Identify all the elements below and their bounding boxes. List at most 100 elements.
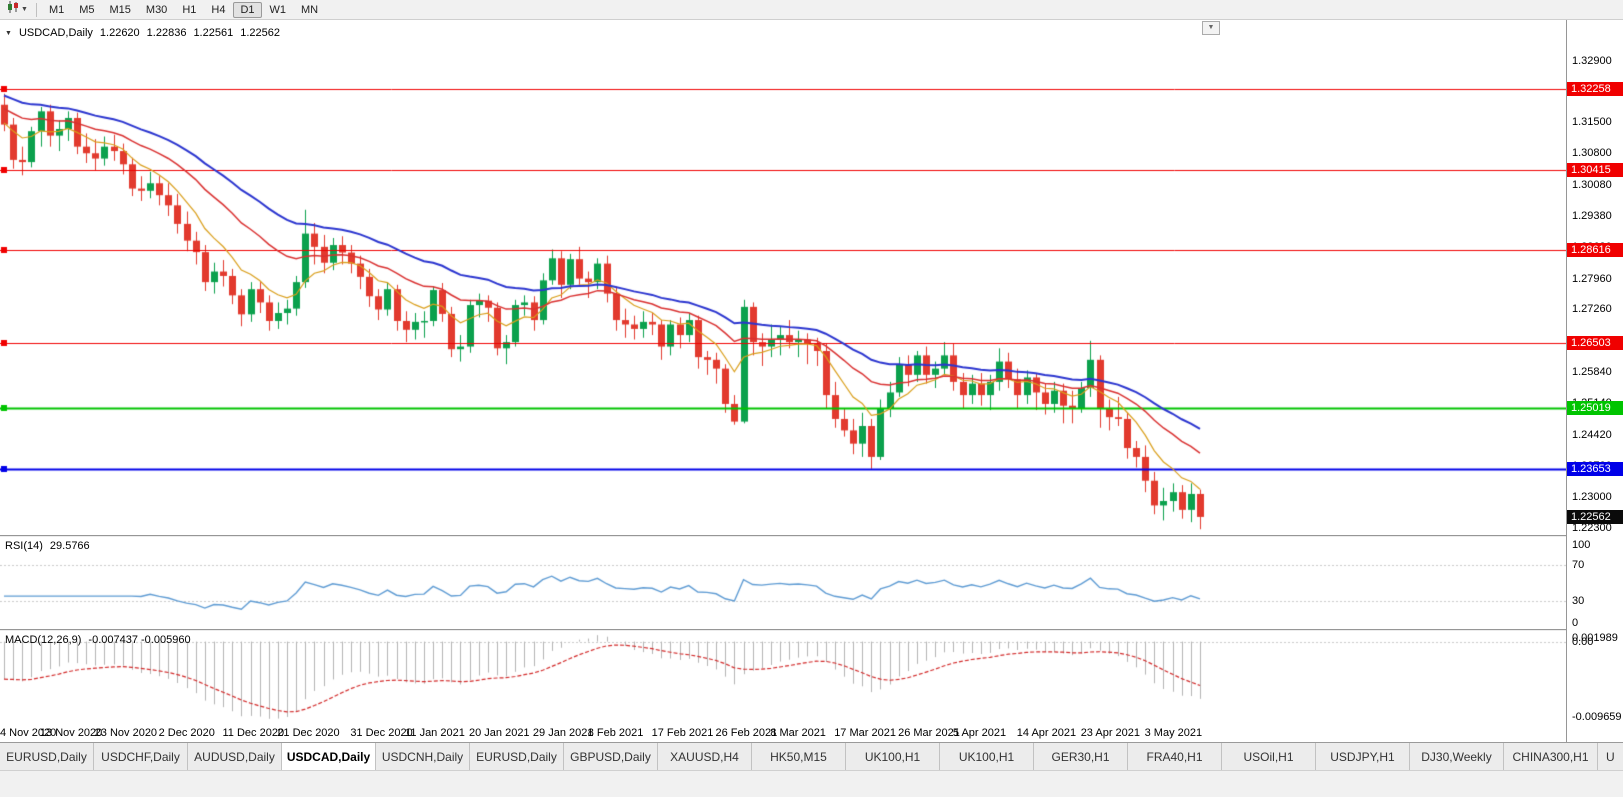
price-tick: 1.30800 [1572, 147, 1612, 160]
chart-tab-usdcnh-daily[interactable]: USDCNH,Daily [376, 743, 470, 770]
chart-plots: ▼ USDCAD,Daily 1.22620 1.22836 1.22561 1… [0, 20, 1566, 742]
one-click-trading-toggle-icon[interactable]: ▼ [5, 29, 12, 37]
time-axis-label: 11 Dec 2020 [222, 727, 285, 739]
chart-tab-fra40-h1[interactable]: FRA40,H1 [1128, 743, 1222, 770]
timeframe-button-h4[interactable]: H4 [211, 3, 226, 16]
price-tick: 1.29380 [1572, 209, 1612, 222]
timeframe-button-d1[interactable]: D1 [233, 1, 262, 18]
price-tick: 1.30080 [1572, 179, 1612, 192]
time-axis-label: 8 Feb 2021 [587, 727, 644, 739]
macd-indicator-values: -0.007437 -0.005960 [88, 634, 191, 646]
time-axis[interactable]: 4 Nov 2020 13 Nov 2020 23 Nov 2020 2 Dec 20… [0, 723, 1566, 742]
price-tick: 30 [1572, 595, 1585, 608]
chart-tab-dj30-weekly[interactable]: DJ30,Weekly [1410, 743, 1504, 770]
chart-tab-xauusd-h4[interactable]: XAUUSD,H4 [658, 743, 752, 770]
time-axis-label: 31 Dec 2020 [350, 727, 413, 739]
time-axis-label: 20 Jan 2021 [469, 727, 530, 739]
price-tick: 1.27960 [1572, 272, 1612, 285]
chart-tabs-bar: EURUSD,Daily USDCHF,Daily AUDUSD,Daily USDC… [0, 742, 1623, 770]
price-tick: 1.24420 [1572, 428, 1612, 441]
time-axis-label: 17 Feb 2021 [651, 727, 714, 739]
timeframe-button-h1[interactable]: H1 [182, 3, 197, 16]
rsi-indicator-name: RSI(14) [5, 540, 43, 552]
panel-divider[interactable] [0, 629, 1623, 631]
chevron-down-icon: ▼ [21, 6, 28, 13]
ohlc-close: 1.22562 [240, 27, 280, 39]
panel-divider[interactable] [0, 535, 1623, 537]
time-axis-label: 29 Jan 2021 [532, 727, 594, 739]
time-axis-label: 13 Nov 2020 [39, 727, 103, 739]
timeframe-button-w1[interactable]: W1 [269, 3, 287, 16]
chart-tab-ger30-h1[interactable]: GER30,H1 [1034, 743, 1128, 770]
macd-canvas[interactable] [0, 631, 1566, 723]
time-axis-label: 26 Mar 2021 [898, 727, 960, 739]
chart-symbol-period: USDCAD,Daily [18, 27, 93, 39]
toolbar: ▼ M1 M5 M15 M30 H1 H4 D1 W1 MN [0, 0, 1623, 20]
chart-tab-uk100-h1[interactable]: UK100,H1 [846, 743, 940, 770]
chart-type-button[interactable]: ▼ [3, 0, 31, 19]
chart-tab-usdchf-daily[interactable]: USDCHF,Daily [94, 743, 188, 770]
toolbar-separator [35, 2, 37, 17]
chart-tab-gbpusd-daily[interactable]: GBPUSD,Daily [564, 743, 658, 770]
time-axis-label: 23 Nov 2020 [94, 727, 158, 739]
chart-tab-eurusd-daily[interactable]: EURUSD,Daily [470, 743, 564, 770]
price-level-label: 1.30415 [1567, 163, 1623, 178]
timeframe-button-m1[interactable]: M1 [48, 3, 65, 16]
time-axis-label: 5 Apr 2021 [952, 727, 1007, 739]
price-level-label: 1.26503 [1567, 335, 1623, 350]
timeframe-buttons: M1 M5 M15 M30 H1 H4 D1 W1 MN [42, 1, 325, 18]
timeframe-button-mn[interactable]: MN [301, 3, 319, 16]
rsi-canvas[interactable] [0, 537, 1566, 629]
rsi-indicator-value: 29.5766 [49, 540, 90, 552]
main-chart-canvas[interactable] [0, 20, 1566, 535]
chart-tab-audusd-daily[interactable]: AUDUSD,Daily [188, 743, 282, 770]
time-axis-label: 14 Apr 2021 [1016, 727, 1077, 739]
price-tick: 70 [1572, 558, 1585, 571]
time-axis-label: 2 Dec 2020 [158, 727, 215, 739]
time-axis-label: 11 Jan 2021 [405, 727, 465, 739]
chart-tab-usdcad-daily[interactable]: USDCAD,Daily [282, 743, 376, 770]
price-tick: 0 [1572, 617, 1579, 629]
ohlc-open: 1.22620 [99, 27, 140, 39]
ohlc-low: 1.22561 [193, 27, 234, 39]
price-tick: 1.23000 [1572, 491, 1612, 504]
macd-panel-title: MACD(12,26,9) -0.007437 -0.005960 [5, 634, 191, 646]
price-tick: 1.22300 [1572, 522, 1612, 535]
price-tick: 100 [1572, 539, 1591, 551]
timeframe-button-m30[interactable]: M30 [145, 3, 168, 16]
price-tick: 0.001989 [1572, 632, 1618, 644]
chart-shift-marker[interactable]: ▼ [1202, 21, 1220, 35]
price-tick: 1.27260 [1572, 303, 1612, 316]
price-tick: 0.00 [1572, 635, 1594, 648]
time-axis-label: 4 Nov 2020 [0, 727, 57, 739]
chart-tab-usoil-h1[interactable]: USOil,H1 [1222, 743, 1316, 770]
time-axis-label: 26 Feb 2021 [715, 727, 778, 739]
rsi-panel-title: RSI(14) 29.5766 [5, 540, 90, 552]
price-tick: -0.009659 [1572, 711, 1622, 723]
chart-tab-u[interactable]: U [1598, 743, 1623, 770]
time-axis-label: 21 Dec 2020 [277, 727, 340, 739]
candlestick-chart-icon [6, 0, 20, 19]
chart-region: ▼ USDCAD,Daily 1.22620 1.22836 1.22561 1… [0, 20, 1623, 742]
time-axis-label: 3 May 2021 [1144, 727, 1203, 739]
caret-down-icon: ▼ [1207, 24, 1215, 31]
price-level-label: 1.28616 [1567, 242, 1623, 257]
chart-tab-uk100-h1[interactable]: UK100,H1 [940, 743, 1034, 770]
price-level-label: 1.23653 [1567, 461, 1623, 476]
chart-tab-usdjpy-h1[interactable]: USDJPY,H1 [1316, 743, 1410, 770]
chart-tab-eurusd-daily[interactable]: EURUSD,Daily [0, 743, 94, 770]
chart-title: ▼ USDCAD,Daily 1.22620 1.22836 1.22561 1… [5, 27, 280, 39]
price-axis[interactable]: 1.32900 1.31500 1.30800 1.30080 1.29380 1.286… [1566, 20, 1623, 742]
time-axis-label: 23 Apr 2021 [1080, 727, 1141, 739]
macd-indicator-name: MACD(12,26,9) [5, 634, 82, 646]
price-tick: 1.31500 [1572, 116, 1612, 129]
price-level-label: 1.32258 [1567, 81, 1623, 96]
price-tick: 1.25840 [1572, 366, 1612, 379]
chart-tab-hk50-m15[interactable]: HK50,M15 [752, 743, 846, 770]
price-level-label: 1.25019 [1567, 401, 1623, 416]
time-axis-label: 17 Mar 2021 [834, 727, 896, 739]
chart-tab-china300-h1[interactable]: CHINA300,H1 [1504, 743, 1598, 770]
timeframe-button-m5[interactable]: M5 [79, 3, 95, 16]
timeframe-button-m15[interactable]: M15 [109, 3, 131, 16]
